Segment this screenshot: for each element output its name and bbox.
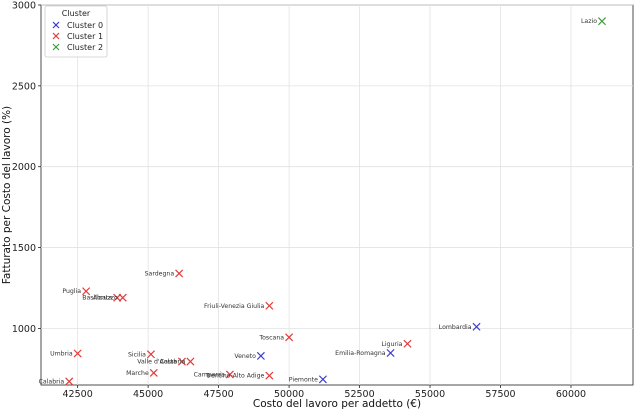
point-label: Emilia-Romagna — [335, 350, 386, 357]
point-label: Piemonte — [289, 376, 318, 383]
point-label: Abruzzo — [93, 295, 118, 302]
x-tick-label: 55000 — [415, 389, 445, 400]
data-point-marker — [73, 349, 82, 358]
marker-stroke — [52, 43, 60, 51]
point-label: Umbria — [50, 350, 73, 357]
marker-stroke — [265, 301, 274, 310]
data-point-marker — [265, 371, 274, 380]
legend-entry-label: Cluster 1 — [67, 32, 103, 41]
point-label: Calabria — [160, 359, 186, 366]
marker-stroke — [597, 17, 607, 26]
x-tick-label: 57500 — [485, 389, 515, 400]
point-label: Trentino-Alto Adige — [205, 373, 265, 380]
point-label: Puglia — [62, 288, 81, 295]
point-label: Liguria — [381, 341, 402, 348]
marker-stroke — [146, 350, 155, 359]
data-point-marker — [318, 375, 327, 384]
point-label: Marche — [126, 370, 149, 377]
y-tick-label: 1000 — [12, 324, 36, 335]
marker-stroke — [149, 368, 158, 377]
axis-ticks: 42500 45000 47500 50000 52500 55000 57500 60000… — [12, 1, 586, 401]
data-point-marker — [82, 287, 91, 296]
legend-entry-label: Cluster 0 — [67, 21, 103, 30]
marker-stroke — [175, 269, 184, 278]
marker-stroke — [285, 333, 294, 342]
point-label: Campania — [194, 371, 225, 378]
data-point-marker — [403, 339, 412, 348]
marker-stroke — [256, 351, 265, 360]
data-points — [65, 17, 607, 386]
marker-stroke — [265, 371, 274, 380]
x-tick-label: 47500 — [203, 389, 233, 400]
point-label: Valle d'Aosta — [137, 359, 177, 366]
marker-stroke — [386, 348, 395, 358]
point-label: Friuli-Venezia Giulia — [204, 303, 264, 310]
x-tick-label: 52500 — [344, 389, 374, 400]
data-point-marker — [225, 370, 234, 379]
legend: Cluster Cluster 0 Cluster 1 Cluster 2 — [44, 5, 108, 58]
marker-stroke — [52, 21, 60, 29]
marker-stroke — [403, 339, 412, 348]
y-axis-label: Fatturato per Costo del lavoro (%) — [1, 106, 13, 284]
y-tick-label: 2500 — [12, 81, 36, 92]
legend-entry-label: Cluster 2 — [67, 43, 103, 52]
y-tick-label: 2000 — [12, 162, 36, 173]
data-point-marker — [472, 322, 481, 331]
data-point-marker — [265, 301, 274, 310]
marker-stroke — [318, 375, 327, 384]
data-point-marker — [177, 357, 186, 366]
legend-marker — [52, 43, 60, 51]
point-label: Calabria — [39, 378, 65, 385]
y-tick-label: 3000 — [12, 1, 36, 12]
x-tick-label: 50000 — [274, 389, 304, 400]
marker-stroke — [73, 349, 82, 358]
legend-marker — [52, 21, 60, 29]
point-label: Basilicata — [82, 295, 112, 302]
point-label: Lombardia — [439, 324, 472, 331]
marker-stroke — [225, 370, 234, 379]
data-point-marker — [186, 357, 195, 366]
point-label: Veneto — [234, 353, 256, 360]
x-tick-label: 42500 — [63, 389, 93, 400]
point-label: Toscana — [258, 334, 284, 341]
marker-stroke — [472, 322, 481, 331]
grid-lines — [41, 4, 633, 385]
data-point-marker — [386, 348, 395, 358]
marker-stroke — [186, 357, 195, 366]
plot-area — [40, 4, 634, 386]
legend-box — [44, 5, 108, 58]
data-point-marker — [118, 293, 127, 302]
legend-marker — [52, 32, 60, 40]
data-point-marker — [256, 351, 265, 360]
data-point-marker — [597, 17, 607, 26]
point-label: Sardegna — [145, 270, 175, 277]
marker-stroke — [52, 32, 60, 40]
point-label: Lazio — [581, 18, 597, 25]
marker-stroke — [177, 357, 186, 366]
point-labels: Lombardia Emilia-Romagna Veneto Piemonte Sar… — [39, 18, 598, 385]
data-point-marker — [146, 350, 155, 359]
data-point-marker — [175, 269, 184, 278]
marker-stroke — [65, 377, 74, 386]
x-axis-label: Costo del lavoro per addetto (€) — [253, 398, 421, 410]
legend-title: Cluster — [62, 9, 91, 18]
y-tick-label: 1500 — [12, 243, 36, 254]
x-tick-label: 45000 — [133, 389, 163, 400]
data-point-marker — [65, 377, 74, 386]
marker-stroke — [118, 293, 127, 302]
marker-stroke — [82, 287, 91, 296]
point-label: Sicilia — [128, 351, 146, 358]
data-point-marker — [285, 333, 294, 342]
data-point-marker — [149, 368, 158, 377]
x-tick-label: 60000 — [556, 389, 586, 400]
